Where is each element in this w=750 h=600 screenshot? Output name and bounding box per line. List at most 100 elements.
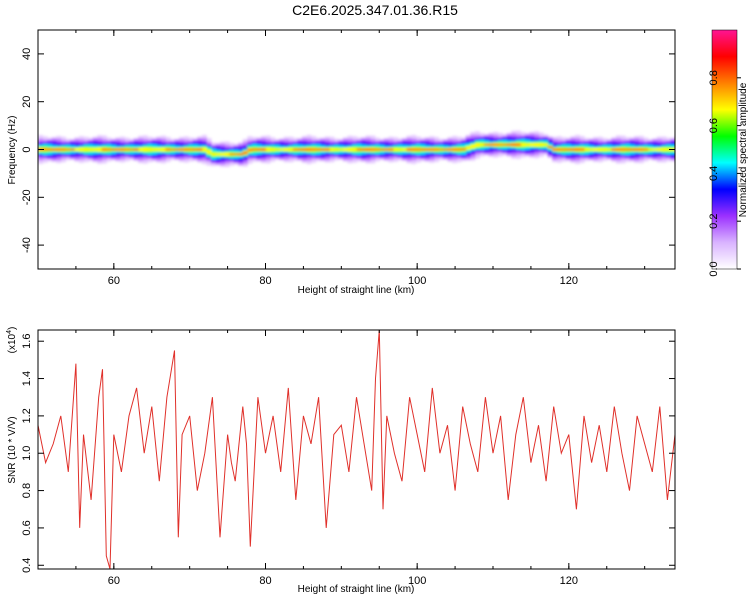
- heatmap-cell: [393, 148, 398, 151]
- heatmap-cell: [156, 148, 161, 151]
- heatmap-cell: [416, 149, 421, 151]
- heatmap-cell: [206, 150, 211, 154]
- colorbar: 0.0 0.2 0.4 0.6 0.8 Normalized spectral ampl…: [708, 30, 749, 277]
- heatmap-cell: [493, 144, 498, 146]
- heatmap-cell: [675, 148, 680, 152]
- heatmap-cell: [93, 148, 98, 151]
- heatmap-cell: [115, 149, 120, 151]
- heatmap-cell: [238, 153, 243, 155]
- heatmap-cell: [443, 149, 448, 150]
- heatmap-cell: [211, 153, 216, 156]
- heatmap-cell: [88, 148, 93, 151]
- colorbar-tick-label: 0.6: [708, 118, 720, 133]
- heatmap-cell: [625, 149, 630, 151]
- heatmap-cell: [193, 149, 198, 151]
- heatmap-cell: [648, 148, 653, 150]
- heatmap-cell: [675, 147, 680, 153]
- heatmap-cell: [138, 148, 143, 152]
- snr-y-tick-label: 0.8: [21, 483, 33, 498]
- heatmap-cell: [279, 148, 284, 151]
- spectrogram-y-tick-label: -40: [21, 237, 33, 253]
- spectrogram-x-tick-label: 120: [560, 275, 578, 287]
- heatmap-cell: [438, 149, 443, 150]
- heatmap-cell: [147, 148, 152, 152]
- heatmap-cell: [466, 146, 471, 149]
- heatmap-cell: [361, 149, 366, 151]
- snr-y-tick-label: 1.2: [21, 408, 33, 423]
- colorbar-tick-label: 0.2: [708, 214, 720, 229]
- heatmap-cell: [366, 148, 371, 150]
- snr-xlabel: Height of straight line (km): [298, 584, 415, 595]
- heatmap-cell: [589, 148, 594, 151]
- heatmap-cell: [161, 148, 166, 152]
- heatmap-cell: [175, 149, 180, 150]
- spectrogram-ylabel: Frequency (Hz): [7, 116, 18, 185]
- heatmap-cell: [143, 147, 148, 151]
- spectrogram-x-tick-label: 80: [259, 275, 271, 287]
- heatmap-cell: [165, 149, 170, 150]
- heatmap-cell: [498, 144, 503, 145]
- snr-panel: 60 80 100 1200.40.60.81.01.21.41.6 Height o…: [6, 327, 675, 595]
- heatmap-cell: [457, 149, 462, 151]
- heatmap-cell: [520, 143, 525, 147]
- heatmap-cell: [334, 148, 339, 151]
- heatmap-cell: [598, 148, 603, 152]
- heatmap-cell: [329, 148, 334, 152]
- heatmap-cell: [247, 149, 252, 151]
- heatmap-cell: [129, 149, 134, 150]
- heatmap-cell: [479, 143, 484, 146]
- heatmap-cell: [266, 147, 271, 151]
- heatmap-cell: [507, 144, 512, 146]
- heatmap-cell: [675, 140, 680, 158]
- heatmap-cell: [352, 148, 357, 152]
- heatmap-cell: [106, 149, 111, 150]
- heatmap-cell: [620, 149, 625, 151]
- heatmap-cell: [302, 148, 307, 150]
- heatmap-cell: [252, 149, 257, 151]
- heatmap-cell: [534, 143, 539, 147]
- heatmap-cell: [316, 149, 321, 151]
- spectrogram-y-tick-label: 40: [21, 48, 33, 60]
- heatmap-cell: [484, 144, 489, 145]
- heatmap-cell: [79, 148, 84, 152]
- heatmap-cell: [65, 149, 70, 150]
- heatmap-cell: [311, 149, 316, 151]
- heatmap-cell: [111, 149, 116, 151]
- heatmap-cell: [134, 149, 139, 151]
- heatmap-cell: [584, 148, 589, 151]
- heatmap-cell: [297, 149, 302, 151]
- heatmap-cell: [407, 148, 412, 150]
- heatmap-cell: [275, 148, 280, 151]
- heatmap-cell: [188, 149, 193, 150]
- colorbar-tick-label: 0.4: [708, 166, 720, 181]
- spectrogram-y-tick-label: 0: [21, 146, 33, 152]
- heatmap-cell: [579, 149, 584, 151]
- heatmap-cell: [270, 148, 275, 151]
- heatmap-cell: [384, 149, 389, 151]
- heatmap-cell: [179, 149, 184, 151]
- heatmap-cell: [488, 144, 493, 146]
- heatmap-cell: [120, 149, 125, 151]
- heatmap-cell: [284, 148, 289, 151]
- heatmap-cell: [607, 148, 612, 151]
- heatmap-cell: [593, 148, 598, 151]
- heatmap-cell: [325, 149, 330, 151]
- heatmap-cell: [429, 149, 434, 151]
- heatmap-cell: [375, 149, 380, 150]
- heatmap-cell: [570, 148, 575, 150]
- heatmap-cell: [657, 148, 662, 151]
- heatmap-cell: [566, 149, 571, 151]
- heatmap-cell: [434, 149, 439, 150]
- heatmap-cell: [402, 148, 407, 151]
- snr-series-line: [38, 330, 675, 569]
- heatmap-cell: [557, 149, 562, 151]
- heatmap-cell: [343, 148, 348, 151]
- heatmap-cell: [357, 149, 362, 151]
- heatmap-cell: [320, 149, 325, 151]
- heatmap-cell: [525, 143, 530, 146]
- colorbar-bar: [712, 30, 737, 269]
- heatmap-cell: [529, 143, 534, 146]
- heatmap-cell: [561, 149, 566, 150]
- heatmap-cell: [643, 149, 648, 150]
